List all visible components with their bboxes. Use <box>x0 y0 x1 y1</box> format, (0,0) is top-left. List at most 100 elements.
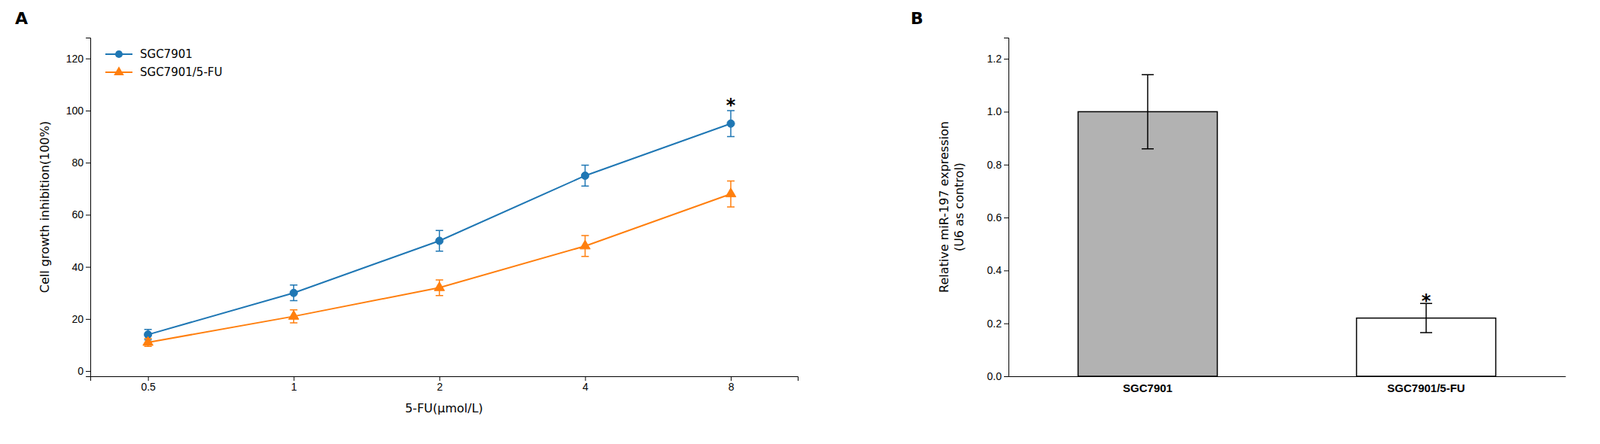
tick: SGC7901 <box>1122 381 1173 395</box>
tick: 80 <box>71 156 91 169</box>
tick: 2 <box>436 376 443 393</box>
tick: 4 <box>582 376 589 393</box>
series <box>144 110 735 341</box>
tick-mark <box>85 110 91 112</box>
y-axis-title: Relative miR-197 expression(U6 as contro… <box>936 121 967 293</box>
y-axis-title: Cell growth inhibition(100%) <box>37 121 52 293</box>
tick-label: SGC7901 <box>1122 381 1173 395</box>
x-axis: 0.5 1 2 4 8 <box>91 376 799 393</box>
tick: 0 <box>77 365 91 378</box>
tick-mark <box>1003 164 1009 166</box>
tick-label: 0.2 <box>987 317 1003 330</box>
legend: SGC7901 SGC7901/5-FU <box>105 47 223 80</box>
axis-line <box>1003 38 1010 378</box>
y-axis-title-line: (U6 as control) <box>952 162 967 252</box>
marker <box>434 281 445 291</box>
axis-line <box>1009 376 1567 378</box>
tick: 0.0 <box>987 370 1009 383</box>
legend-item: SGC7901/5-FU <box>105 65 223 80</box>
tick: 20 <box>71 313 91 326</box>
tick-mark <box>1003 58 1009 60</box>
tick: 1 <box>291 376 298 393</box>
marker <box>725 188 737 198</box>
tick-label: 2 <box>436 380 443 393</box>
tick-label: 0.4 <box>987 264 1003 277</box>
legend-marker <box>113 66 125 76</box>
tick: 40 <box>71 261 91 274</box>
error-bar <box>1141 74 1154 149</box>
legend-item: SGC7901 <box>105 47 193 61</box>
tick: 60 <box>71 208 91 221</box>
figure: 0.51248020406080100120SGC7901SGC7901/5-F… <box>0 0 1600 444</box>
tick: 100 <box>66 104 91 117</box>
y-axis-title-line: Cell growth inhibition(100%) <box>37 121 52 293</box>
marker <box>580 240 591 250</box>
annotation: * <box>1421 290 1432 312</box>
panel: 0.51248020406080100120SGC7901SGC7901/5-F… <box>15 9 799 416</box>
tick-mark <box>85 267 91 268</box>
panel: SGC7901 SGC7901/5-FU 0.0 0.2 0.4 0.6 0.8 1.0 1.2… <box>910 9 1567 395</box>
tick: 0.4 <box>987 264 1009 277</box>
tick-label: 80 <box>71 156 84 169</box>
tick: 0.8 <box>987 158 1009 171</box>
marker <box>289 288 298 297</box>
tick-label: 1 <box>291 380 298 393</box>
tick-label: 0.8 <box>987 158 1003 171</box>
y-axis: 0 20 40 60 80 100 120 <box>66 38 92 378</box>
tick: 0.5 <box>140 376 156 393</box>
bar <box>1078 111 1218 377</box>
tick-label: 4 <box>582 380 589 393</box>
tick-label: 60 <box>71 208 84 221</box>
tick: 1.0 <box>987 105 1009 118</box>
plot-marks <box>142 110 737 347</box>
x-axis: SGC7901 SGC7901/5-FU <box>1009 377 1567 395</box>
panel-title: B <box>910 9 924 28</box>
plot-marks <box>1078 74 1497 377</box>
tick: 1.2 <box>987 52 1009 65</box>
marker <box>142 336 154 346</box>
y-axis-title-line: Relative miR-197 expression <box>936 121 952 293</box>
tick-label: 100 <box>66 104 85 117</box>
marker <box>435 237 444 245</box>
tick: 120 <box>66 52 91 65</box>
marker <box>580 171 589 180</box>
tick-label: 1.2 <box>987 52 1003 65</box>
tick: 0.2 <box>987 317 1009 330</box>
tick-label: SGC7901/5-FU <box>1387 381 1465 395</box>
legend-label: SGC7901 <box>139 47 193 61</box>
tick-label: 0.0 <box>987 370 1003 383</box>
tick-mark <box>85 162 91 164</box>
tick-label: 8 <box>728 380 735 393</box>
axis-line <box>91 377 799 382</box>
tick-label: 0 <box>77 365 84 378</box>
annotation: * <box>726 94 737 116</box>
tick: 0.6 <box>987 211 1009 224</box>
tick-label: 120 <box>66 52 85 65</box>
tick-mark <box>85 214 91 216</box>
tick-mark <box>85 58 91 60</box>
marker <box>288 310 299 320</box>
x-axis-title: 5-FU(μmol/L) <box>404 401 484 416</box>
error-bar <box>435 230 444 252</box>
axis-line <box>85 38 92 378</box>
line <box>148 194 731 343</box>
tick-mark <box>1003 323 1009 325</box>
tick-mark <box>85 319 91 320</box>
tick-label: 40 <box>71 261 84 274</box>
tick-mark <box>85 371 91 372</box>
tick-mark <box>1003 111 1009 113</box>
tick: SGC7901/5-FU <box>1387 381 1465 395</box>
tick-label: 20 <box>71 313 84 326</box>
tick-label: 0.5 <box>140 380 156 393</box>
legend-marker <box>115 50 123 58</box>
tick-label: 0.6 <box>987 211 1003 224</box>
tick-mark <box>1003 270 1009 271</box>
tick-label: 1.0 <box>987 105 1003 118</box>
error-bar <box>289 285 298 302</box>
tick-mark <box>1003 376 1009 378</box>
series <box>142 180 737 347</box>
error-bar <box>580 165 589 187</box>
line <box>148 123 731 335</box>
tick-mark <box>1003 217 1009 219</box>
panel-title: A <box>15 9 28 28</box>
